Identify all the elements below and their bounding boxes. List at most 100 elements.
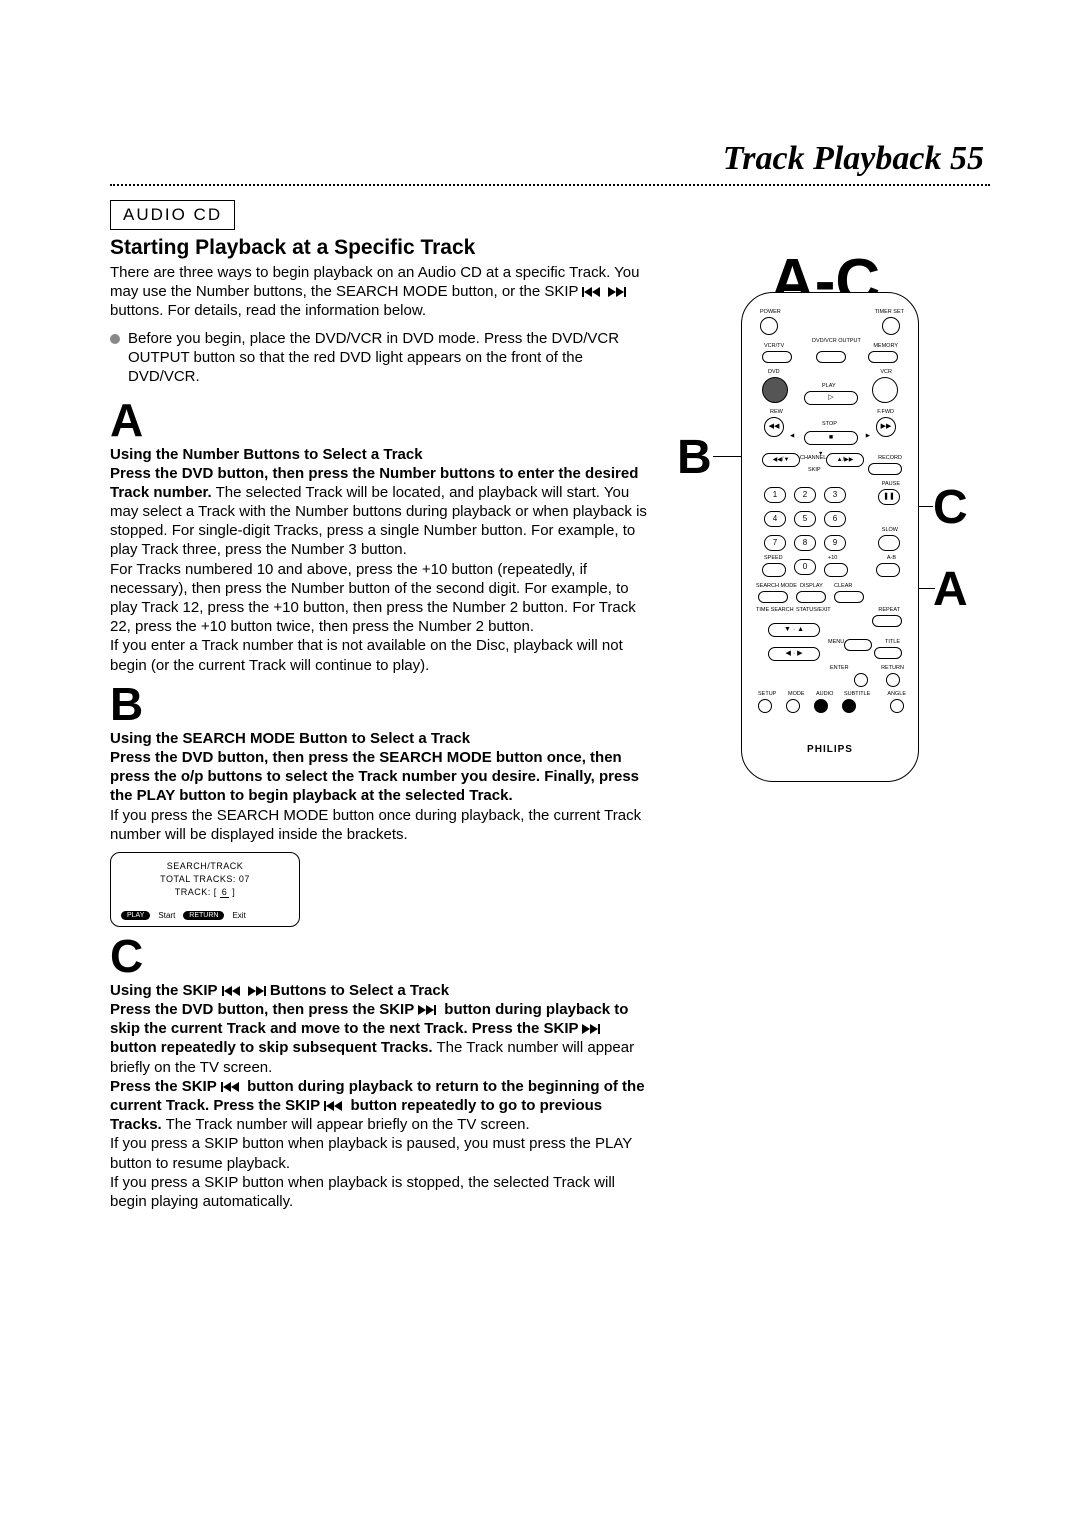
label-ffwd: F.FWD [877,409,894,415]
c-bold-2a: Press the SKIP [110,1078,217,1095]
vcr-button[interactable] [872,377,898,403]
plus10-button[interactable] [824,563,848,577]
dvd-button[interactable] [762,377,788,403]
label-play: PLAY [822,383,836,389]
label-title: TITLE [885,639,900,645]
label-mode: MODE [788,691,805,697]
display-button[interactable] [796,591,826,603]
remote-control: POWER TIMER SET VCR/TV DVD/VCR OUTPUT ME… [741,292,919,782]
label-power: POWER [760,309,781,315]
skip-prev-icon [221,1078,247,1095]
intro-paragraph: There are three ways to begin playback o… [110,264,650,320]
record-button[interactable] [868,463,902,475]
c-rest-2: The Track number will appear briefly on … [166,1116,530,1133]
tvbox-return-pill: RETURN [183,911,224,920]
label-memory: MEMORY [873,343,898,349]
label-dvd: DVD [768,369,780,375]
rew-button[interactable]: ◀◀ [764,417,784,437]
tvbox-l3: TRACK: [ 6 ] [121,887,289,897]
num-8-button[interactable]: 8 [794,535,816,551]
audio-button[interactable] [814,699,828,713]
tv-screen-box: SEARCH/TRACK TOTAL TRACKS: 07 TRACK: [ 6… [110,852,300,927]
letter-b: B [110,681,650,727]
play-button[interactable]: ▷ [804,391,858,405]
section-a: A Using the Number Buttons to Select a T… [110,397,650,675]
speed-button[interactable] [762,563,786,577]
skip-both-icon [222,982,270,999]
num-6-button[interactable]: 6 [824,511,846,527]
pause-button[interactable]: ❚❚ [878,489,900,505]
label-return: RETURN [881,665,904,671]
label-rt: ▶ [866,433,870,439]
tvbox-l3-label: TRACK: [ [175,887,217,897]
num-7-button[interactable]: 7 [764,535,786,551]
label-plus10: +10 [828,555,837,561]
tvbox-play-pill: PLAY [121,911,150,920]
label-statusexit: STATUS/EXIT [796,607,831,613]
right-column: A-C B C A POWER TIMER SET VCR/TV [650,236,990,1217]
label-enter: ENTER [830,665,849,671]
menu-button[interactable] [844,639,872,651]
mode-button[interactable] [786,699,800,713]
num-0-button[interactable]: 0 [794,559,816,575]
label-clear: CLEAR [834,583,852,589]
title-button[interactable] [874,647,902,659]
channel-down-button[interactable]: ◀◀/▼ [762,453,800,467]
power-button[interactable] [760,317,778,335]
left-column: Starting Playback at a Specific Track Th… [110,236,650,1217]
label-display: DISPLAY [800,583,823,589]
label-audio: AUDIO [816,691,833,697]
ffwd-button[interactable]: ▶▶ [876,417,896,437]
num-9-button[interactable]: 9 [824,535,846,551]
setup-button[interactable] [758,699,772,713]
channel-up-button[interactable]: ▲/▶▶ [826,453,864,467]
brand-label: PHILIPS [742,744,918,755]
tvbox-track-value: 6 [220,887,230,898]
a-body-3: If you enter a Track number that is not … [110,636,650,674]
skip-prev-next-icon [582,283,626,300]
num-4-button[interactable]: 4 [764,511,786,527]
label-skip: SKIP [808,467,821,473]
num-2-button[interactable]: 2 [794,487,816,503]
label-pause: PAUSE [882,481,900,487]
label-repeat: REPEAT [878,607,900,613]
c-p4: If you press a SKIP button when playback… [110,1173,650,1211]
timer-set-button[interactable] [882,317,900,335]
a-heading: Using the Number Buttons to Select a Tra… [110,446,423,463]
bullet-text: Before you begin, place the DVD/VCR in D… [128,330,650,386]
ab-button[interactable] [876,563,900,577]
label-ab: A-B [887,555,896,561]
b-heading: Using the SEARCH MODE Button to Select a… [110,730,470,747]
vcrtv-button[interactable] [762,351,792,363]
label-setup: SETUP [758,691,776,697]
return-button[interactable] [886,673,900,687]
num-1-button[interactable]: 1 [764,487,786,503]
dotted-rule [110,184,990,186]
cursor-up-button[interactable]: ▼ · ▲ [768,623,820,637]
searchmode-button[interactable] [758,591,788,603]
label-timesearch: TIME SEARCH [756,607,794,613]
subtitle-button[interactable] [842,699,856,713]
section-c: C Using the SKIP Buttons to Select a Tra… [110,933,650,1211]
section-title: Starting Playback at a Specific Track [110,236,650,260]
dvdvcr-output-button[interactable] [816,351,846,363]
slow-button[interactable] [878,535,900,551]
num-5-button[interactable]: 5 [794,511,816,527]
remote-wrap: B C A POWER TIMER SET VCR/TV DVD/VCR OU [705,292,955,782]
repeat-button[interactable] [872,615,902,627]
label-slow: SLOW [882,527,898,533]
num-3-button[interactable]: 3 [824,487,846,503]
angle-button[interactable] [890,699,904,713]
bullet-note: Before you begin, place the DVD/VCR in D… [110,330,650,386]
clear-button[interactable] [834,591,864,603]
a-body-2: For Tracks numbered 10 and above, press … [110,560,650,637]
tvbox-l2: TOTAL TRACKS: 07 [121,874,289,884]
bullet-icon [110,334,120,344]
stop-button[interactable]: ■ [804,431,858,445]
label-menu: MENU [828,639,844,645]
cursor-lr-button[interactable]: ◀ · ▶ [768,647,820,661]
enter-button[interactable] [854,673,868,687]
callout-b: B [677,430,712,485]
intro-text-1: There are three ways to begin playback o… [110,264,639,300]
memory-button[interactable] [868,351,898,363]
